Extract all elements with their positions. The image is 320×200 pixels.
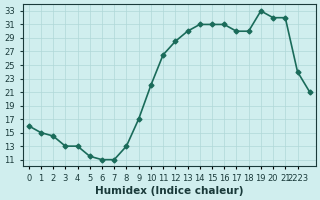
X-axis label: Humidex (Indice chaleur): Humidex (Indice chaleur) (95, 186, 244, 196)
